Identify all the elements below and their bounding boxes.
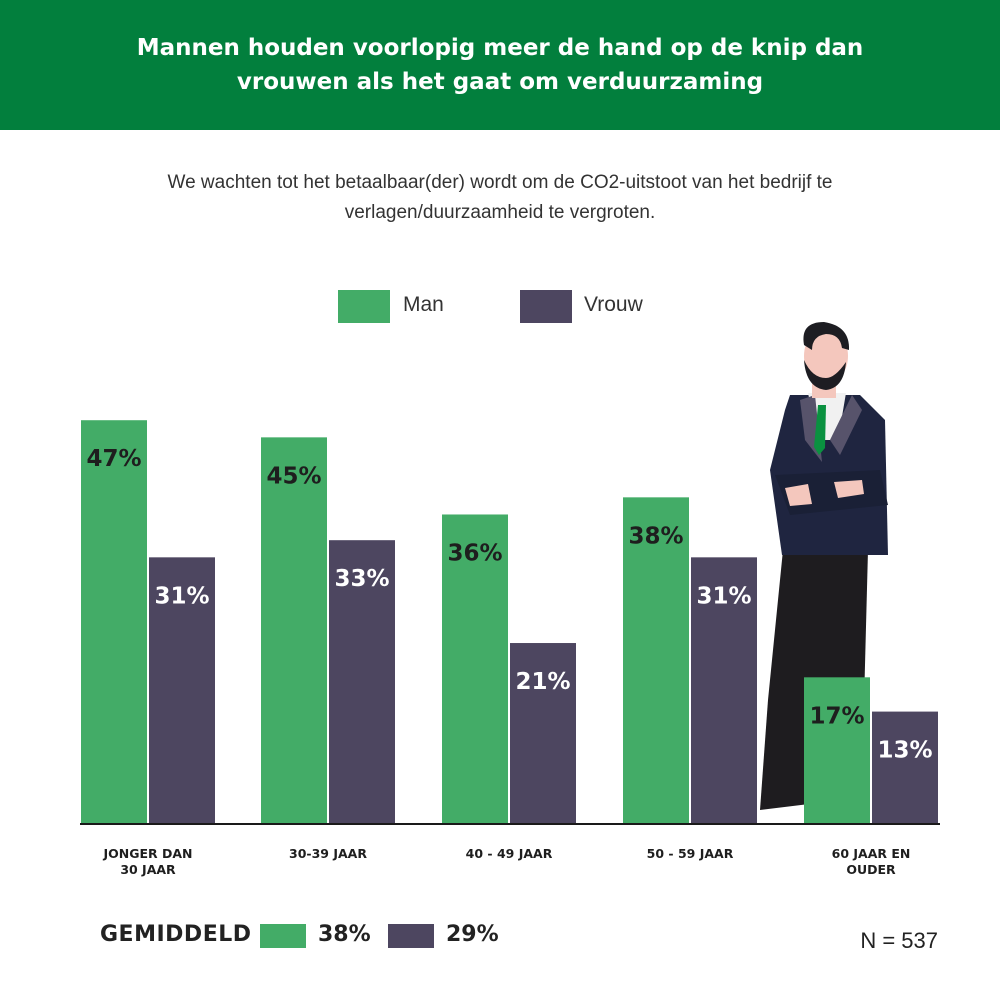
bar-vrouw-1 <box>329 540 395 823</box>
x-tick-label-0: JONGER DAN 30 JAAR <box>102 846 192 877</box>
legend-swatch-vrouw <box>520 290 572 323</box>
x-tick-label-4: 60 JAAR EN OUDER <box>832 846 911 877</box>
legend-label-man: Man <box>403 293 444 316</box>
data-label-man-0: 47% <box>86 446 141 472</box>
bar-man-2 <box>442 514 508 823</box>
average-swatch-man <box>260 924 306 948</box>
data-label-vrouw-3: 31% <box>696 583 751 609</box>
header-banner: Mannen houden voorlopig meer de hand op … <box>0 0 1000 130</box>
average-value-vrouw: 29% <box>446 922 499 947</box>
data-label-vrouw-2: 21% <box>515 669 570 695</box>
average-value-man: 38% <box>318 922 371 947</box>
bar-vrouw-3 <box>691 557 757 823</box>
bar-man-4 <box>804 677 870 823</box>
chart-subtitle: We wachten tot het betaalbaar(der) wordt… <box>167 172 833 223</box>
x-tick-label-3: 50 - 59 JAAR <box>647 846 734 861</box>
average-label: GEMIDDELD <box>100 922 252 947</box>
data-label-vrouw-0: 31% <box>154 583 209 609</box>
bar-man-3 <box>623 497 689 823</box>
data-label-man-3: 38% <box>628 523 683 549</box>
bar-vrouw-2 <box>510 643 576 823</box>
data-label-man-4: 17% <box>809 703 864 729</box>
legend-swatch-man <box>338 290 390 323</box>
bar-man-0 <box>81 420 147 823</box>
bar-man-1 <box>261 437 327 823</box>
data-label-man-1: 45% <box>266 463 321 489</box>
data-label-man-2: 36% <box>447 540 502 566</box>
legend-label-vrouw: Vrouw <box>584 293 643 316</box>
legend: Man Vrouw <box>0 290 1000 324</box>
data-label-vrouw-4: 13% <box>877 738 932 764</box>
bar-vrouw-4 <box>872 711 938 823</box>
x-tick-label-1: 30-39 JAAR <box>289 846 367 861</box>
data-label-vrouw-1: 33% <box>334 566 389 592</box>
page-title: Mannen houden voorlopig meer de hand op … <box>136 35 864 95</box>
sample-size: N = 537 <box>860 928 938 953</box>
bar-vrouw-0 <box>149 557 215 823</box>
x-tick-label-2: 40 - 49 JAAR <box>466 846 553 861</box>
average-swatch-vrouw <box>388 924 434 948</box>
